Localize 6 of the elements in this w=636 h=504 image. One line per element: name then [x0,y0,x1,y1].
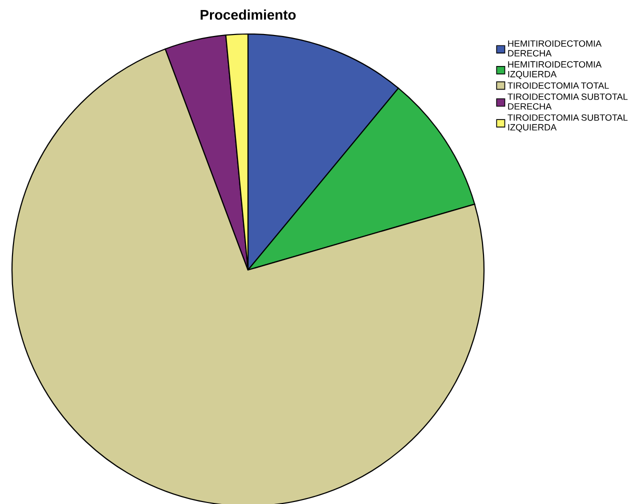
legend-label: TIROIDECTOMIA TOTAL [508,82,609,89]
legend-label: TIROIDECTOMIA SUBTOTAL IZQUIERDA [508,114,628,132]
chart-title: Procedimiento [200,10,296,20]
legend-label: HEMITIROIDECTOMIA IZQUIERDA [508,61,602,79]
legend-label: HEMITIROIDECTOMIA DERECHA [508,40,602,56]
legend-label: TIROIDECTOMIA SUBTOTAL DERECHA [508,94,628,110]
